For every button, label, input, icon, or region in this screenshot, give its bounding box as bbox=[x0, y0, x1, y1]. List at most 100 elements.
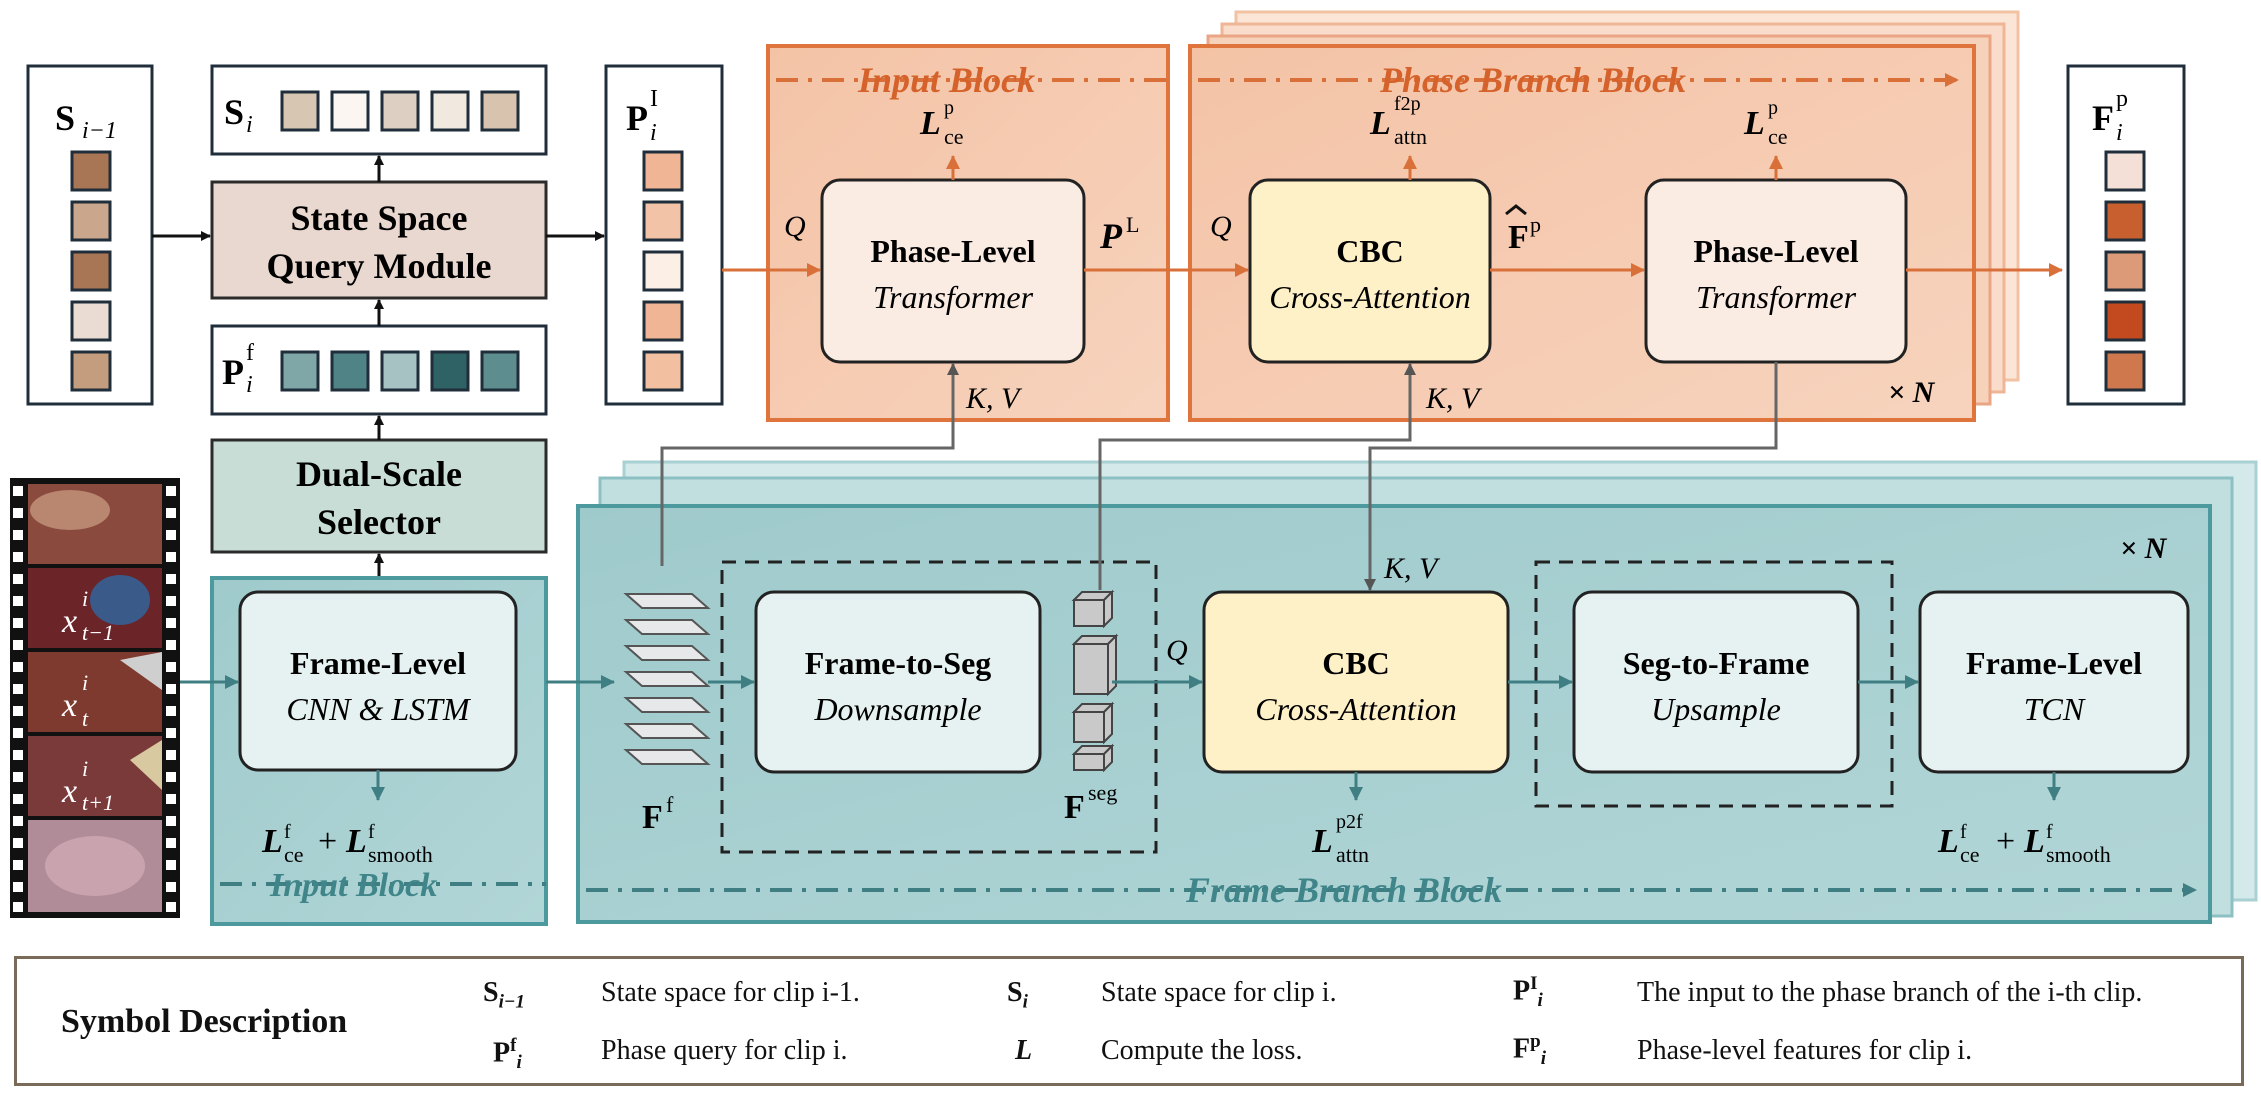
legend-sym-text: S bbox=[1007, 977, 1023, 1008]
state-cell bbox=[70, 300, 112, 342]
state-space-title-1: State Space bbox=[291, 198, 468, 238]
dual-scale-selector: Dual-Scale Selector bbox=[210, 438, 548, 554]
downsample-group bbox=[720, 560, 1158, 854]
loss-left-L2: L bbox=[345, 823, 367, 860]
legend-sym-sub: i bbox=[1537, 989, 1543, 1011]
legend-sym-sup: I bbox=[1530, 973, 1538, 994]
legend-sym-sub: i bbox=[1022, 991, 1028, 1013]
state-cell bbox=[480, 90, 520, 132]
query-cell bbox=[430, 350, 470, 392]
loss-ce-phase-1-sup: p bbox=[944, 97, 954, 119]
hat-mark bbox=[1505, 204, 1527, 216]
phase-kv-label-1: K, V bbox=[965, 382, 1023, 415]
seg-to-frame-sub: Upsample bbox=[1651, 691, 1781, 727]
query-cell bbox=[330, 350, 370, 392]
legend-desc: Phase-level features for clip i. bbox=[1637, 1035, 1973, 1066]
loss-ce-phase-2-sup: p bbox=[1768, 97, 1778, 119]
frame-feature-stack bbox=[623, 593, 711, 765]
state-current-sub: i bbox=[246, 112, 253, 138]
phase-input-block: Input Block Phase-Level Transformer L p … bbox=[766, 44, 1170, 422]
cbc-phase-title: CBC bbox=[1336, 233, 1404, 269]
phase-kv-label-2: K, V bbox=[1425, 382, 1483, 415]
state-cell bbox=[280, 90, 320, 132]
phase-pl-sup: L bbox=[1126, 212, 1139, 237]
loss-right-L2: L bbox=[2023, 823, 2045, 860]
legend-symbol: Fpi bbox=[1513, 1031, 1546, 1070]
output-cell bbox=[2104, 150, 2146, 192]
loss-attn-f2p-sup: f2p bbox=[1394, 93, 1421, 115]
phase-output-sub: i bbox=[2116, 120, 2123, 146]
phase-times-n: × N bbox=[1888, 376, 1936, 409]
input-cell bbox=[642, 300, 684, 342]
loss-right-plus: + bbox=[1996, 823, 2015, 860]
frame-label-next: x bbox=[61, 773, 77, 810]
legend-symbol: PIi bbox=[1513, 973, 1543, 1012]
state-cell bbox=[70, 350, 112, 392]
frame-branch-block: F f Frame-to-Seg Downsample F seg Q K, V… bbox=[576, 504, 2212, 924]
input-block-label-bottom: Input Block bbox=[269, 867, 437, 904]
frame-level-cnn-title: Frame-Level bbox=[290, 645, 466, 681]
connector-seg-to-cbc bbox=[1098, 363, 1416, 590]
frame-to-seg-sub: Downsample bbox=[813, 691, 981, 727]
loss-ce-phase-1: L bbox=[919, 105, 941, 142]
legend-symbol: Si bbox=[1007, 977, 1028, 1014]
cbc-frame-sub: Cross-Attention bbox=[1255, 691, 1456, 727]
legend-sym-text: P bbox=[493, 1037, 511, 1069]
input-cell bbox=[642, 200, 684, 242]
state-cell bbox=[70, 250, 112, 292]
state-cell bbox=[380, 90, 420, 132]
loss-right-sub2: smooth bbox=[2046, 842, 2111, 867]
frame-q-label: Q bbox=[1166, 634, 1188, 667]
dual-scale-title-1: Dual-Scale bbox=[296, 454, 462, 494]
legend-sym-sup: f bbox=[510, 1035, 517, 1056]
loss-left-sup1: f bbox=[284, 821, 291, 843]
frame-level-cnn-sub: CNN & LSTM bbox=[286, 691, 472, 727]
legend-sym-sub: i−1 bbox=[498, 991, 525, 1013]
state-prev-sub: i−1 bbox=[82, 118, 117, 144]
state-current-panel: S i bbox=[210, 64, 548, 156]
loss-ce-phase-2: L bbox=[1743, 105, 1765, 142]
output-cell bbox=[2104, 350, 2146, 392]
f-hat-label: F bbox=[1508, 219, 1529, 256]
loss-attn-p2f-sub: attn bbox=[1336, 842, 1369, 867]
loss-attn-p2f-sup: p2f bbox=[1336, 811, 1363, 833]
frame-kv-label: K, V bbox=[1383, 552, 1441, 585]
seg-feature-cubes bbox=[1071, 589, 1119, 773]
connector-ff-to-phase bbox=[660, 363, 959, 566]
state-prev-label: S bbox=[55, 98, 75, 138]
legend-desc: State space for clip i. bbox=[1101, 977, 1337, 1008]
query-cell bbox=[280, 350, 320, 392]
state-space-query-module: State Space Query Module bbox=[210, 180, 548, 300]
phase-input-panel: P i I bbox=[604, 64, 724, 406]
frame-label-cur-sup: i bbox=[82, 670, 88, 695]
state-prev-panel: S i−1 bbox=[26, 64, 154, 406]
phase-query-panel: P i f bbox=[210, 324, 548, 416]
phase-input-sup: I bbox=[650, 86, 658, 112]
legend-desc: Phase query for clip i. bbox=[601, 1035, 848, 1066]
query-cell bbox=[380, 350, 420, 392]
legend-sym-sup: p bbox=[1530, 1031, 1541, 1052]
input-cell bbox=[642, 150, 684, 192]
seg-to-frame-title: Seg-to-Frame bbox=[1623, 645, 1810, 681]
cbc-frame-title: CBC bbox=[1322, 645, 1390, 681]
video-film-strip: x i t−1 x i t x i t+1 bbox=[10, 478, 180, 918]
phase-pl-label: P bbox=[1099, 216, 1123, 256]
loss-right-L1: L bbox=[1937, 823, 1959, 860]
legend-sym-text: L bbox=[1015, 1035, 1033, 1066]
state-current-label: S bbox=[224, 92, 244, 132]
input-cell bbox=[642, 250, 684, 292]
phase-branch-block: Phase Branch Block CBC Cross-Attention L… bbox=[1188, 44, 1976, 422]
cbc-phase-sub: Cross-Attention bbox=[1269, 279, 1470, 315]
loss-left-plus: + bbox=[318, 823, 337, 860]
loss-attn-p2f: L bbox=[1311, 823, 1333, 860]
legend-sym-text: S bbox=[483, 977, 499, 1008]
phase-query-sub: i bbox=[246, 372, 253, 398]
legend-desc: State space for clip i-1. bbox=[601, 977, 860, 1008]
phase-query-sup: f bbox=[246, 340, 254, 366]
phase-level-2-title: Phase-Level bbox=[1693, 233, 1858, 269]
loss-right-sub1: ce bbox=[1960, 842, 1980, 867]
state-cell bbox=[330, 90, 370, 132]
legend-desc: Compute the loss. bbox=[1101, 1035, 1303, 1066]
phase-level-1-title: Phase-Level bbox=[870, 233, 1035, 269]
phase-output-sup: p bbox=[2116, 86, 2128, 112]
